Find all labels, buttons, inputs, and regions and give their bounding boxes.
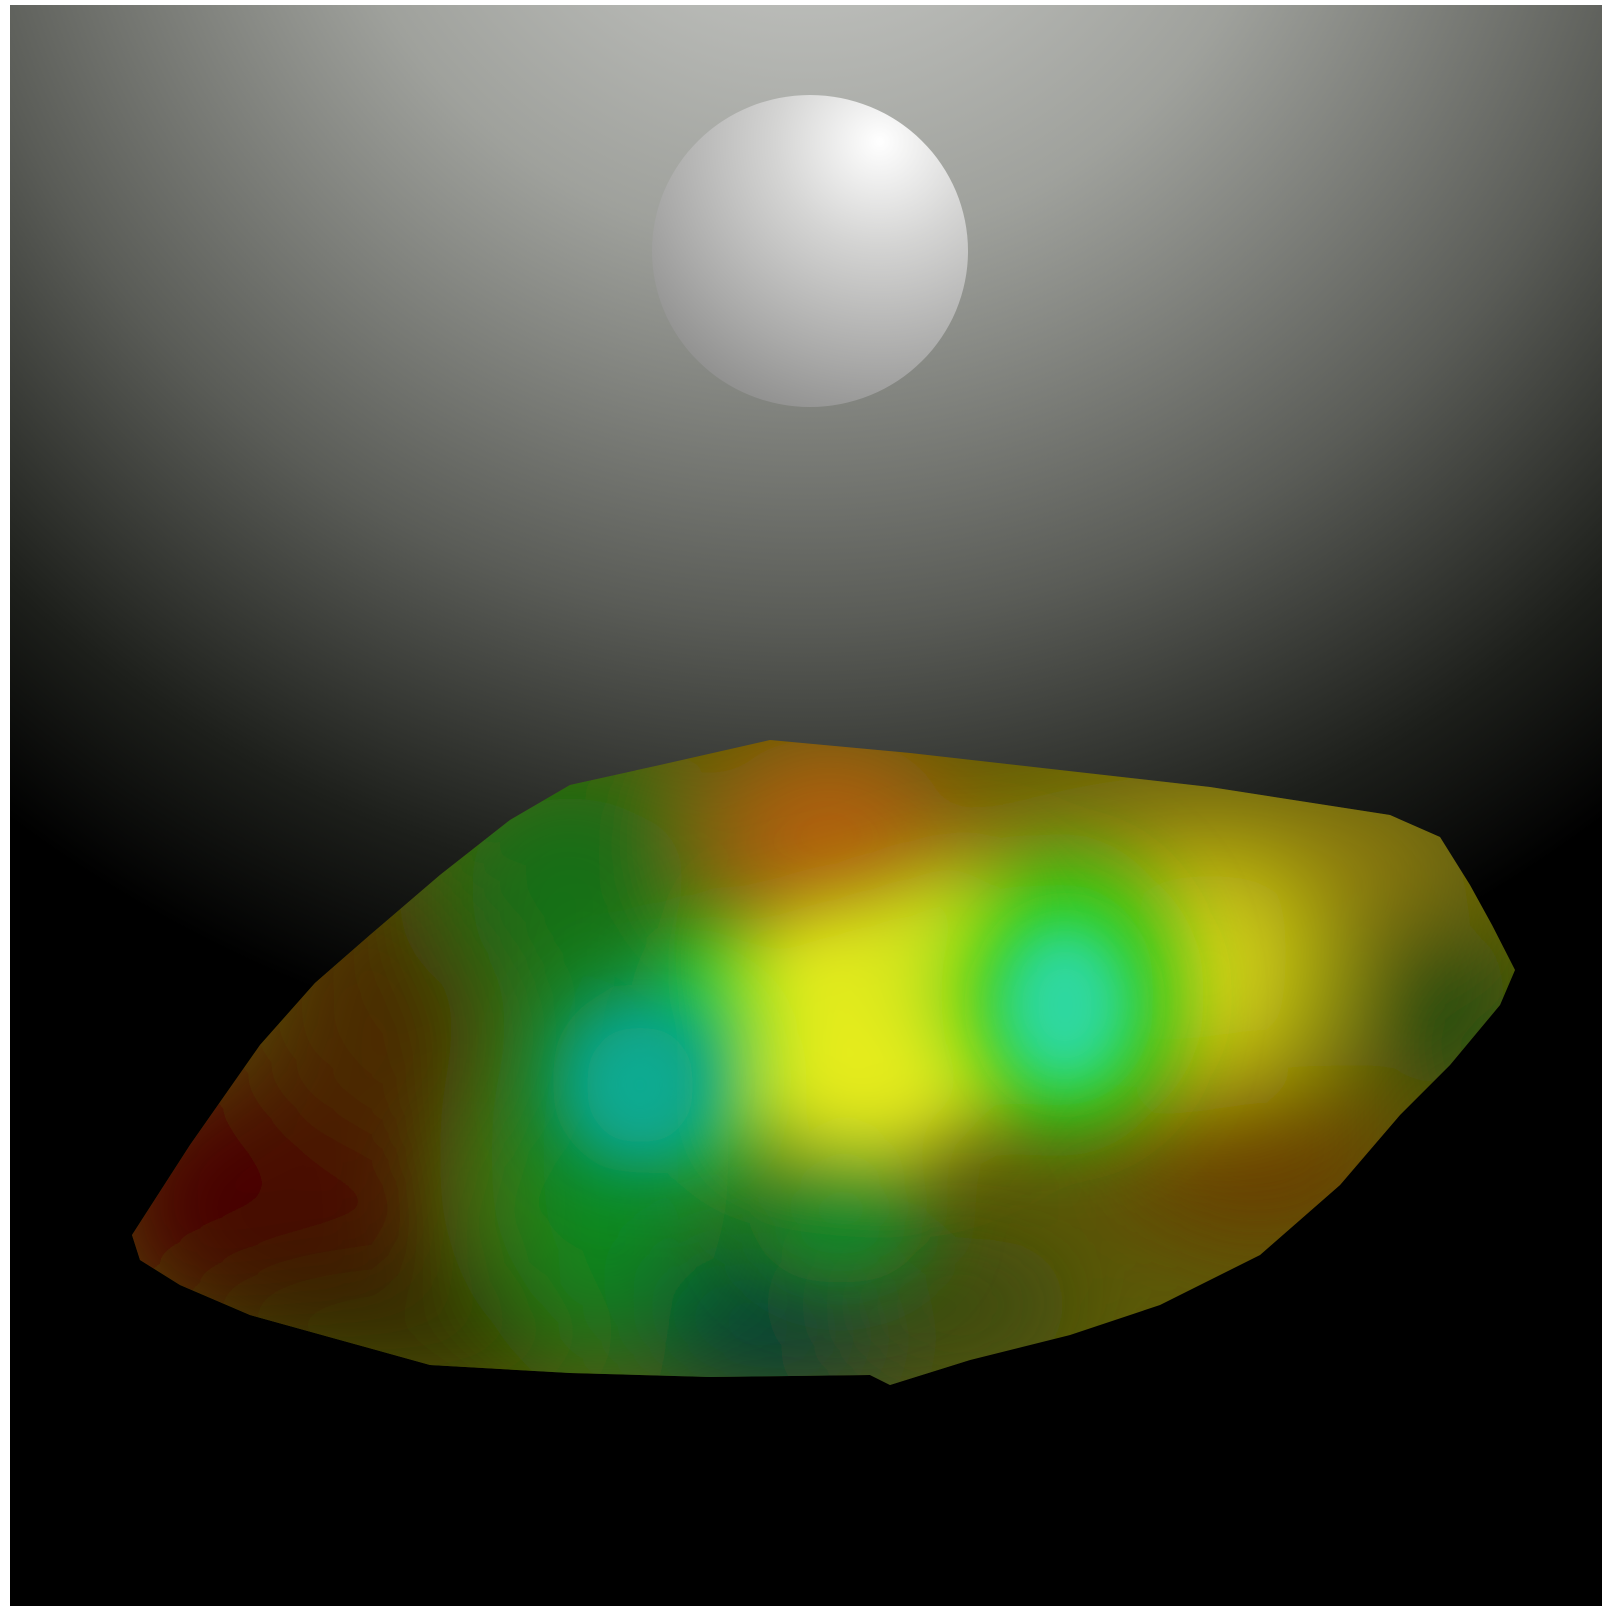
render-viewport <box>10 5 1602 1606</box>
sphere <box>652 95 968 407</box>
3d-scene <box>10 5 1602 1606</box>
terrain-surface <box>132 740 1515 1385</box>
